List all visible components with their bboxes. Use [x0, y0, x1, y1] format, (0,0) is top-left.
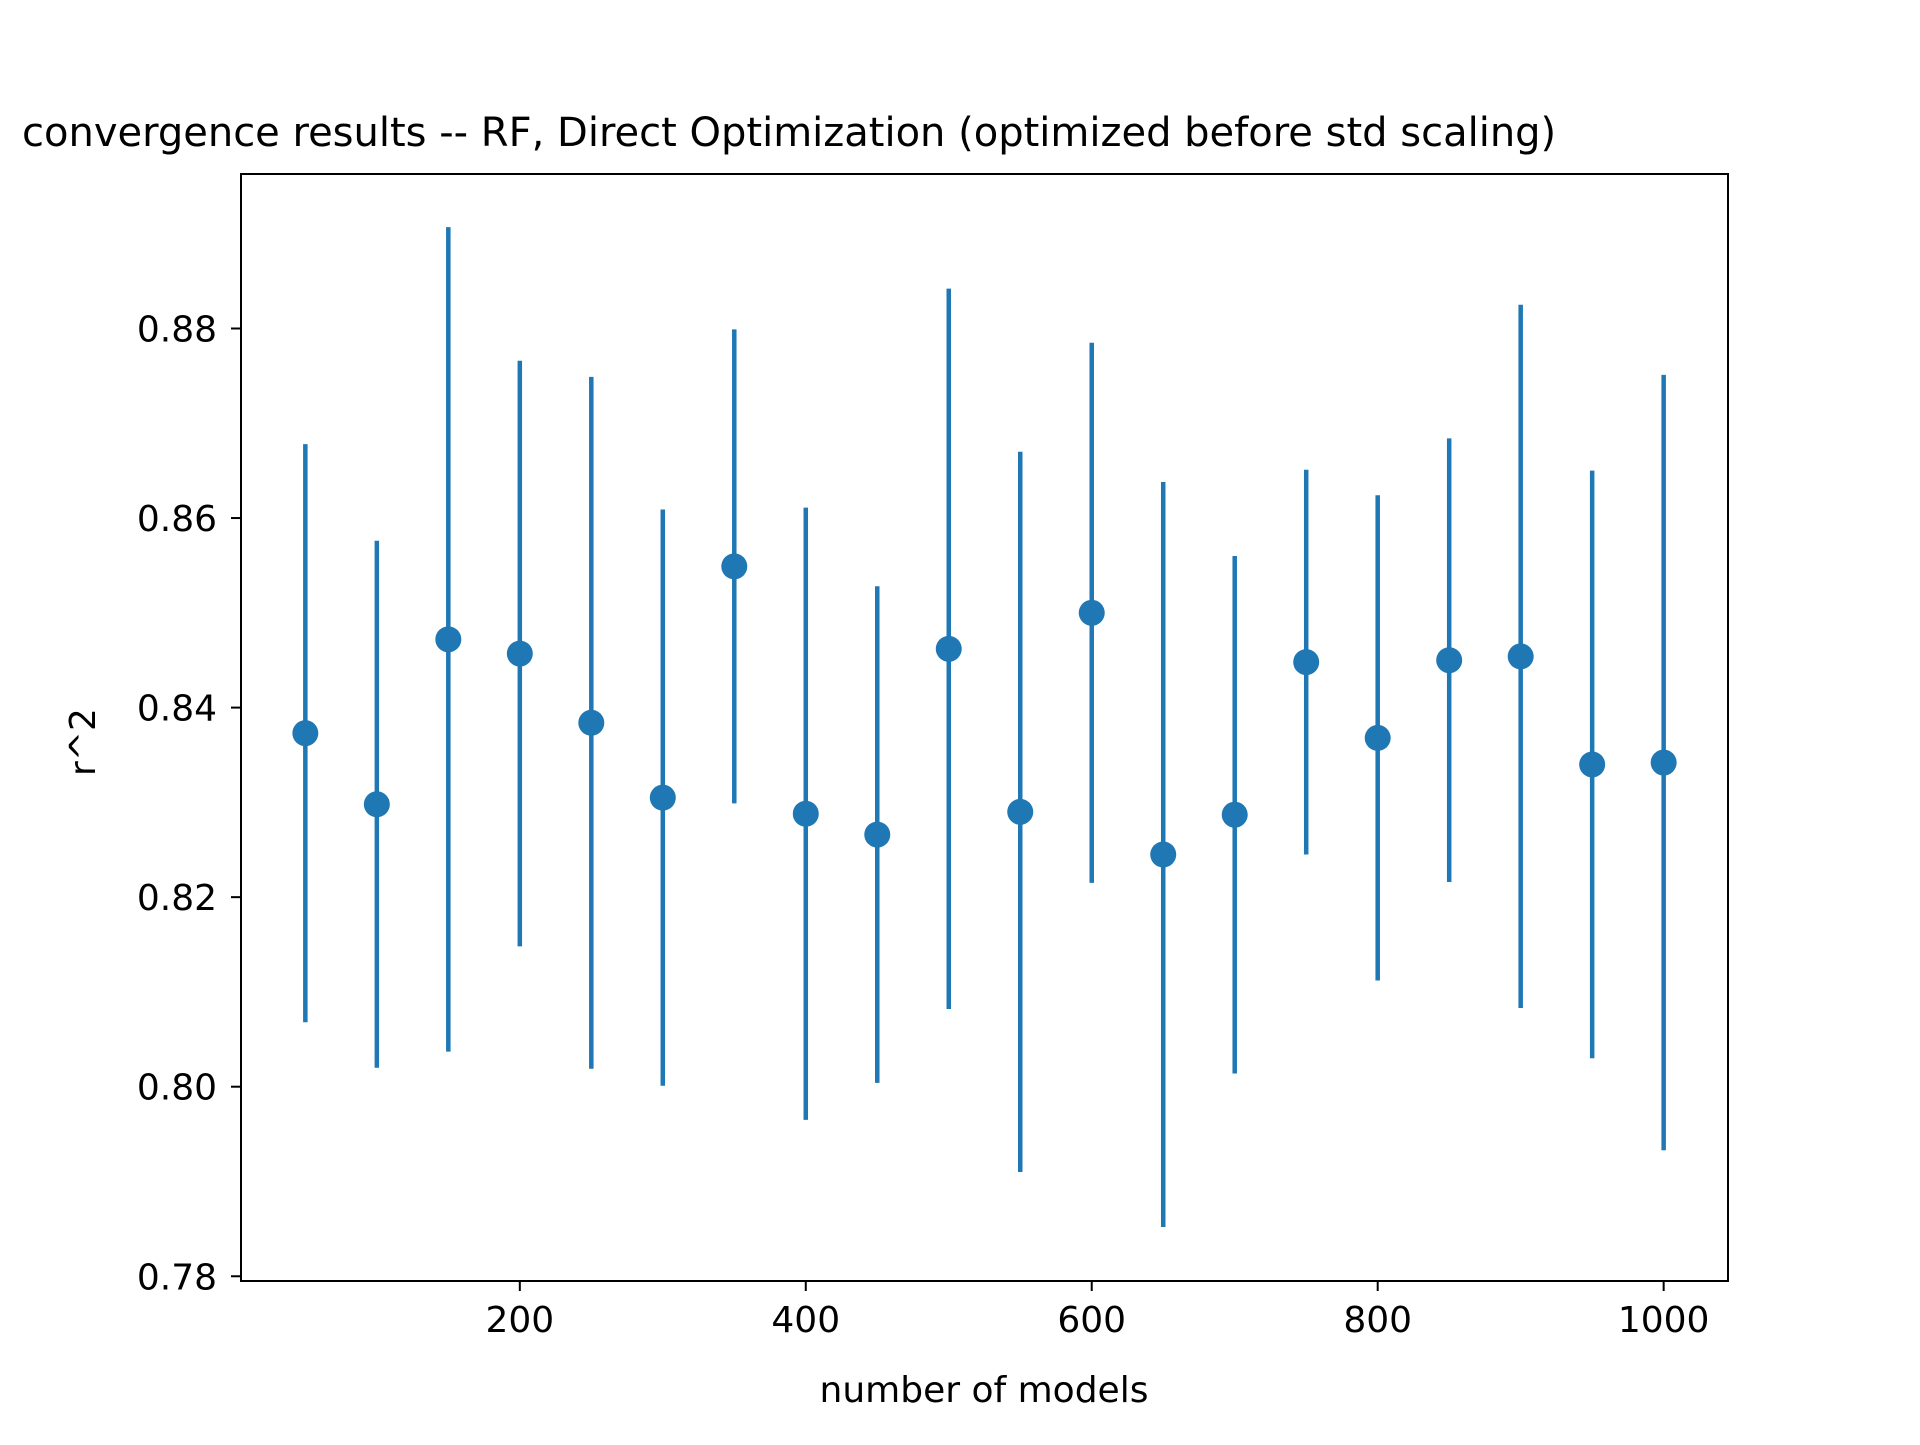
y-tick-label: 0.84 [137, 689, 217, 730]
data-point [435, 626, 462, 653]
x-tick-label: 1000 [1618, 1300, 1710, 1341]
data-point [721, 553, 748, 580]
x-axis: 200 400 600 800 1000 [485, 1281, 1709, 1341]
data-point [1078, 599, 1105, 626]
y-tick-label: 0.78 [137, 1257, 217, 1298]
data-point [1007, 798, 1034, 825]
y-tick-label: 0.86 [137, 499, 217, 540]
data-point [649, 784, 676, 811]
data-point [578, 709, 605, 736]
data-point [792, 800, 819, 827]
y-tick-label: 0.80 [137, 1068, 217, 1109]
data-point [1293, 649, 1320, 676]
y-tick-label: 0.82 [137, 878, 217, 919]
data-point [363, 791, 390, 818]
data-point [1221, 801, 1248, 828]
x-tick-label: 200 [485, 1300, 554, 1341]
x-tick-label: 800 [1343, 1300, 1412, 1341]
plot-frame [240, 173, 1729, 1282]
data-point [1364, 724, 1391, 751]
x-tick-label: 400 [771, 1300, 840, 1341]
y-axis-label: r^2 [63, 708, 104, 776]
plot-marks [292, 227, 1677, 1227]
chart-title: convergence results -- RF, Direct Optimi… [22, 110, 1556, 156]
data-point [506, 640, 533, 667]
data-point [1650, 749, 1677, 776]
data-point [292, 720, 319, 747]
y-axis: 0.78 0.80 0.82 0.84 0.86 0.88 [137, 309, 241, 1298]
y-tick-label: 0.88 [137, 309, 217, 350]
x-axis-label: number of models [820, 1370, 1149, 1411]
x-tick-label: 600 [1057, 1300, 1126, 1341]
data-point [1507, 643, 1534, 670]
data-point [935, 635, 962, 662]
data-point [1579, 751, 1606, 778]
data-point [864, 821, 891, 848]
data-point [1436, 647, 1463, 674]
data-point [1150, 841, 1177, 868]
